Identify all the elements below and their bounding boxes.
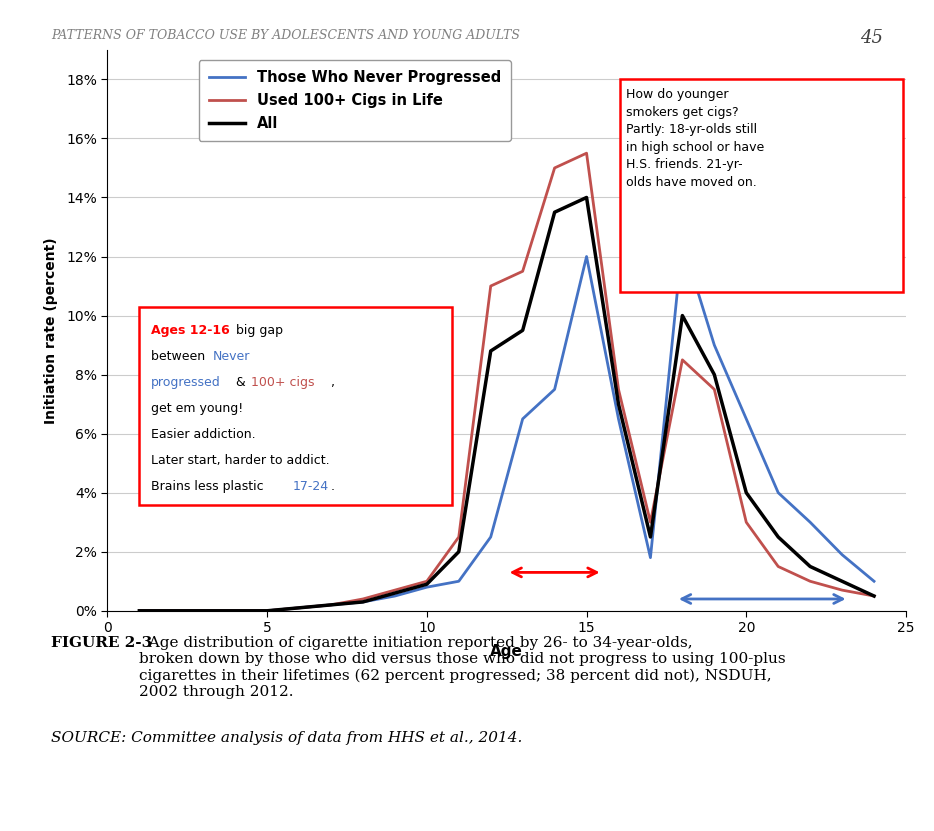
Text: Age distribution of cigarette initiation reported by 26- to 34-year-olds,
broken: Age distribution of cigarette initiation… bbox=[139, 636, 785, 699]
Text: SOURCE: Committee analysis of data from HHS et al., 2014.: SOURCE: Committee analysis of data from … bbox=[51, 731, 523, 745]
Text: 100+ cigs: 100+ cigs bbox=[251, 376, 315, 390]
Legend: Those Who Never Progressed, Used 100+ Cigs in Life, All: Those Who Never Progressed, Used 100+ Ci… bbox=[199, 60, 511, 141]
Text: ,: , bbox=[331, 376, 335, 390]
Text: .: . bbox=[331, 480, 335, 494]
Text: 17-24: 17-24 bbox=[292, 480, 329, 494]
Y-axis label: Initiation rate (percent): Initiation rate (percent) bbox=[44, 237, 58, 424]
Text: between: between bbox=[150, 351, 208, 363]
Text: FIGURE 2-3: FIGURE 2-3 bbox=[51, 636, 152, 650]
Text: big gap: big gap bbox=[232, 324, 283, 337]
Text: 45: 45 bbox=[859, 29, 883, 47]
Text: How do younger
smokers get cigs?
Partly: 18-yr-olds still
in high school or have: How do younger smokers get cigs? Partly:… bbox=[627, 88, 765, 189]
X-axis label: Age: Age bbox=[490, 643, 523, 658]
Text: PATTERNS OF TOBACCO USE BY ADOLESCENTS AND YOUNG ADULTS: PATTERNS OF TOBACCO USE BY ADOLESCENTS A… bbox=[51, 29, 520, 42]
Text: Easier addiction.: Easier addiction. bbox=[150, 428, 255, 441]
Text: Later start, harder to addict.: Later start, harder to addict. bbox=[150, 455, 329, 467]
FancyBboxPatch shape bbox=[620, 80, 903, 292]
Text: Never: Never bbox=[213, 351, 250, 363]
Text: Ages 12-16: Ages 12-16 bbox=[150, 324, 229, 337]
Text: &: & bbox=[236, 376, 250, 390]
FancyBboxPatch shape bbox=[139, 307, 452, 504]
Text: get em young!: get em young! bbox=[150, 402, 243, 416]
Text: Brains less plastic: Brains less plastic bbox=[150, 480, 267, 494]
Text: progressed: progressed bbox=[150, 376, 220, 390]
